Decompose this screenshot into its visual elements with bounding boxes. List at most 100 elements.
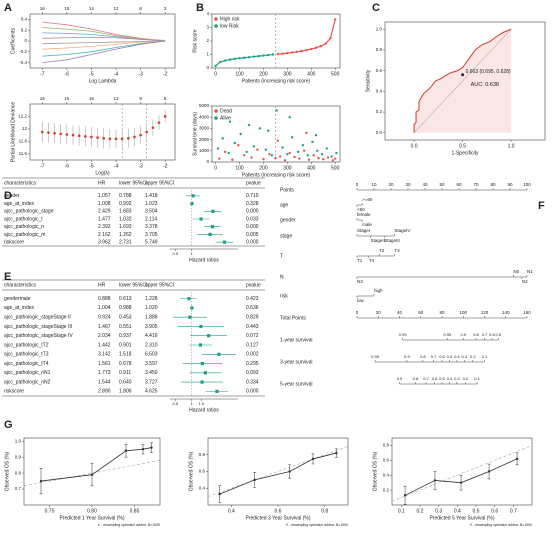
row-name: 3-year survival	[280, 359, 313, 365]
x-tick-label: 200	[259, 71, 268, 77]
point	[133, 135, 136, 139]
top-tick-label: 16	[64, 96, 70, 101]
scale-label: 0.3	[462, 354, 468, 359]
point	[237, 144, 240, 147]
top-tick-label: 8	[139, 6, 142, 11]
point	[157, 121, 161, 124]
calibration-line	[40, 447, 152, 482]
cell-upper: 5.749	[145, 239, 158, 245]
level-label: N3	[357, 279, 363, 284]
scale-label: 60	[456, 182, 462, 187]
y-tick-label: 2	[206, 38, 209, 43]
panel-letter: A	[4, 2, 12, 14]
hazard-ratio	[190, 201, 194, 206]
point	[59, 132, 63, 136]
cell-upper: 3.705	[145, 232, 158, 238]
point	[83, 135, 87, 138]
level-label: T1	[357, 258, 363, 263]
level-label: high	[374, 288, 383, 293]
plot-frame	[211, 105, 341, 163]
level-label: N1	[527, 269, 533, 274]
scale-label: 0.1	[482, 354, 488, 359]
point	[306, 154, 309, 157]
point	[256, 148, 259, 151]
cell-hr: 1.561	[98, 361, 111, 367]
point	[40, 130, 44, 134]
row-name: stage	[280, 233, 292, 239]
row-name: ajcc_pathologic_stageStage IV	[4, 333, 73, 339]
point	[283, 159, 287, 162]
x-tick-label: 400	[307, 165, 316, 171]
point	[127, 136, 130, 140]
point	[286, 51, 289, 55]
row-name: gendermale	[4, 296, 31, 302]
point	[295, 50, 299, 53]
y-axis-label: Survival time (days)	[192, 112, 198, 156]
x-tick-label: 300	[283, 165, 292, 171]
plot-frame	[391, 437, 533, 506]
cell-hr: 2.890	[98, 389, 111, 395]
point	[227, 151, 230, 155]
y-tick-label: 4000	[199, 114, 210, 119]
point	[290, 136, 294, 139]
cell-upper: 4.625	[145, 389, 158, 395]
scale-label: 0.2	[463, 376, 469, 381]
legend-label: Alive	[220, 115, 231, 121]
cell-hr: 0.924	[98, 315, 111, 321]
level-label: male	[362, 222, 372, 227]
point	[487, 470, 491, 473]
x-tick-label: -6	[65, 71, 70, 77]
cell-hr: 1.544	[98, 379, 111, 385]
cell-hr: 2.392	[98, 224, 111, 230]
point	[281, 146, 284, 149]
point	[245, 150, 248, 154]
y-tick-label: 11.6	[19, 151, 28, 156]
cell-upper: 1.228	[145, 296, 158, 302]
x-tick-label: 0.3	[435, 508, 442, 514]
footnote: X - resampling optimism added, B=1000	[98, 523, 160, 527]
panel-letter: F	[538, 200, 545, 212]
top-tick-label: 13	[114, 96, 120, 101]
cell-lower: 0.937	[119, 333, 132, 339]
x-tick-label: 0.1	[398, 508, 405, 514]
cell-p: 0.334	[246, 379, 259, 385]
row-name: 5-year survival	[280, 381, 313, 387]
hazard-ratio	[200, 361, 204, 366]
cell-lower: 1.032	[119, 216, 132, 222]
point	[317, 156, 320, 160]
row-name: age_at_index	[4, 201, 35, 207]
cell-hr: 2.162	[98, 232, 111, 238]
point	[278, 155, 282, 158]
point	[301, 144, 305, 147]
threshold-label: 0.663 (0.695, 0.628)	[466, 69, 511, 75]
scale-label: 0.8	[473, 332, 479, 337]
cell-upper: 2.310	[145, 342, 158, 348]
point	[322, 158, 325, 161]
point	[325, 147, 329, 150]
hazard-ratio	[217, 352, 221, 356]
cell-lower: 0.640	[119, 379, 132, 385]
cell-p: 0.443	[246, 324, 259, 330]
scale-label: 0.3	[454, 376, 460, 381]
y-axis-label: Risk score	[192, 29, 198, 53]
cell-p: 0.000	[246, 224, 259, 230]
level-label: StageI	[357, 228, 370, 233]
point	[90, 135, 93, 139]
cell-p: 0.092	[246, 370, 259, 376]
point	[90, 473, 94, 476]
scale-label: 0.2	[470, 354, 476, 359]
y-tick-label: 0	[206, 159, 209, 164]
legend-swatch	[214, 17, 218, 21]
top-tick-label: 14	[89, 6, 95, 11]
point	[314, 133, 318, 137]
coefficient-path	[42, 36, 166, 42]
scale-label: 0.95	[443, 332, 452, 337]
x-tick-label: -5	[89, 163, 94, 169]
point	[262, 54, 265, 57]
plot-frame	[207, 437, 349, 506]
x-axis-label: Predicted 5 Year Survival (%)	[429, 515, 494, 521]
scale-label: 0.7	[423, 376, 429, 381]
row-name: ajcc_pathologic_t	[4, 216, 43, 222]
column-header: HR	[98, 180, 106, 186]
auc-label: AUC: 0.638	[471, 82, 499, 88]
